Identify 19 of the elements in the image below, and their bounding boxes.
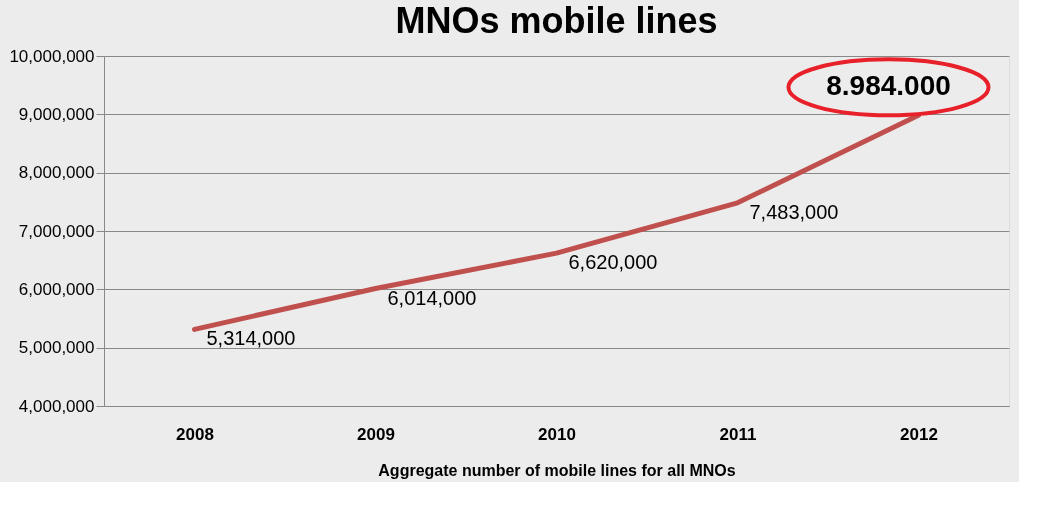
x-tick-label: 2010 [538,424,576,444]
x-tick-label: 2011 [719,424,757,444]
y-tick-label: 10,000,000 [9,46,95,66]
data-label: 8.984.000 [826,70,951,102]
y-tick-label: 8,000,000 [18,163,95,183]
y-tick-label: 5,000,000 [18,338,95,358]
data-label: 5,314,000 [206,327,296,350]
chart-title: MNOs mobile lines [395,0,718,41]
x-tick-label: 2012 [900,424,938,444]
data-label: 6,620,000 [568,251,658,274]
data-label: 7,483,000 [749,200,839,223]
x-tick-label: 2009 [357,424,395,444]
y-tick-label: 6,000,000 [18,279,95,299]
x-tick-label: 2008 [176,424,214,444]
data-label: 6,014,000 [387,286,477,309]
y-tick-label: 4,000,000 [18,396,95,416]
y-tick-label: 7,000,000 [18,221,95,241]
y-tick-label: 9,000,000 [18,104,95,124]
x-axis-title: Aggregate number of mobile lines for all MNOs [378,461,736,479]
